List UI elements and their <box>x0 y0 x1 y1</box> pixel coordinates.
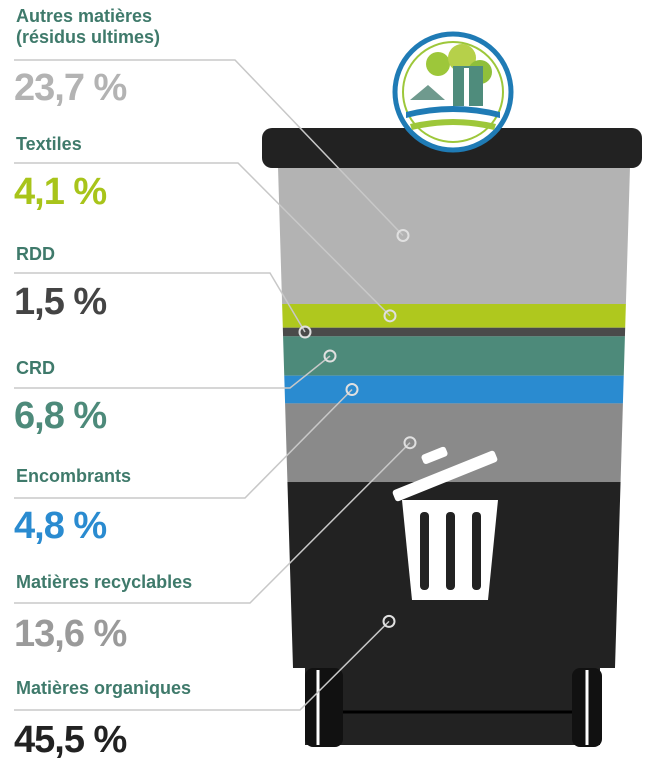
bin-layer <box>260 376 645 404</box>
category-label: Matières organiques <box>16 678 191 699</box>
category-label: Matières recyclables <box>16 572 192 593</box>
category-label: Autres matières (résidus ultimes) <box>16 6 160 48</box>
value-label: 4,1 % <box>14 172 106 212</box>
bin-layer <box>260 167 645 304</box>
category-label: Textiles <box>16 134 82 155</box>
bin-layer <box>260 304 645 328</box>
value-label: 6,8 % <box>14 396 106 436</box>
infographic: {"chart_data": {"type": "stacked-bar", "… <box>0 0 650 758</box>
category-label: Encombrants <box>16 466 131 487</box>
value-label: 1,5 % <box>14 282 106 322</box>
bin-layer <box>260 336 645 375</box>
logo <box>395 34 511 150</box>
value-label: 23,7 % <box>14 68 126 108</box>
value-label: 45,5 % <box>14 720 126 760</box>
category-label: CRD <box>16 358 55 379</box>
leader-line <box>14 356 330 388</box>
category-label: RDD <box>16 244 55 265</box>
bin-layer <box>260 328 645 337</box>
value-label: 4,8 % <box>14 506 106 546</box>
bin-layers <box>260 167 645 745</box>
value-label: 13,6 % <box>14 614 126 654</box>
